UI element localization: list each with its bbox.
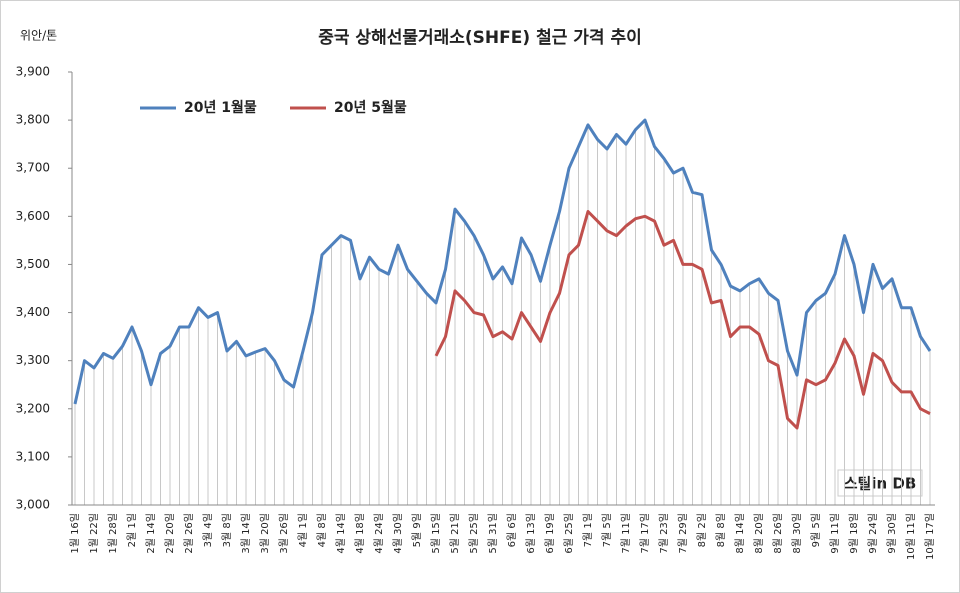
- x-tick-label: 7월 1일: [582, 513, 594, 547]
- x-tick-label: 9월 18일: [848, 513, 860, 554]
- y-tick-label: 3,500: [16, 257, 50, 271]
- x-tick-label: 3월 26일: [278, 513, 290, 554]
- x-tick-label: 6월 13일: [525, 513, 537, 554]
- x-tick-label: 5월 31일: [487, 513, 499, 554]
- x-tick-label: 10월 17일: [924, 513, 936, 560]
- x-tick-label: 4월 18일: [354, 513, 366, 554]
- x-tick-label: 4월 1일: [297, 513, 309, 547]
- x-tick-label: 3월 14일: [240, 513, 252, 554]
- chart-title: 중국 상해선물거래소(SHFE) 철근 가격 추이: [318, 28, 642, 48]
- x-tick-label: 6월 25일: [563, 513, 575, 554]
- x-tick-label: 5월 15일: [430, 513, 442, 554]
- x-tick-label: 4월 14일: [335, 513, 347, 554]
- y-tick-label: 3,600: [16, 209, 50, 223]
- watermark: 스틸in DB: [844, 475, 917, 493]
- x-tick-label: 9월 24일: [867, 513, 879, 554]
- x-tick-label: 3월 8일: [221, 513, 233, 547]
- x-tick-label: 9월 11일: [829, 513, 841, 554]
- x-tick-label: 8월 8일: [715, 513, 727, 547]
- x-tick-label: 7월 23일: [658, 513, 670, 554]
- y-axis-label: 위안/톤: [20, 29, 57, 43]
- x-tick-label: 4월 30일: [392, 513, 404, 554]
- x-tick-label: 5월 21일: [449, 513, 461, 554]
- x-tick-label: 4월 8일: [316, 513, 328, 547]
- x-tick-label: 7월 11일: [620, 513, 632, 554]
- x-tick-label: 2월 26일: [183, 513, 195, 554]
- x-tick-label: 7월 5일: [601, 513, 613, 547]
- series-line: [434, 210, 931, 430]
- x-tick-label: 7월 29일: [677, 513, 689, 554]
- x-tick-label: 5월 9일: [411, 513, 423, 547]
- y-tick-label: 3,300: [16, 353, 50, 367]
- y-tick-label: 3,100: [16, 449, 50, 463]
- x-tick-label: 2월 14일: [145, 513, 157, 554]
- x-tick-label: 6월 6일: [506, 513, 518, 547]
- x-tick-label: 2월 1일: [126, 513, 138, 547]
- x-tick-label: 1월 16일: [69, 513, 81, 554]
- x-tick-label: 7월 17일: [639, 513, 651, 554]
- y-tick-label: 3,900: [16, 65, 50, 79]
- x-tick-label: 6월 19일: [544, 513, 556, 554]
- y-tick-label: 3,800: [16, 113, 50, 127]
- y-tick-label: 3,700: [16, 161, 50, 175]
- x-tick-label: 8월 26일: [772, 513, 784, 554]
- x-tick-label: 4월 24일: [373, 513, 385, 554]
- x-tick-label: 8월 14일: [734, 513, 746, 554]
- x-tick-label: 8월 2일: [696, 513, 708, 547]
- series-line: [73, 118, 932, 405]
- x-tick-label: 5월 25일: [468, 513, 480, 554]
- x-tick-label: 8월 20일: [753, 513, 765, 554]
- x-tick-label: 2월 20일: [164, 513, 176, 554]
- x-tick-label: 8월 30일: [791, 513, 803, 554]
- legend-label: 20년 5월물: [334, 99, 407, 116]
- x-tick-label: 3월 20일: [259, 513, 271, 554]
- x-tick-label: 9월 30일: [886, 513, 898, 554]
- y-tick-label: 3,400: [16, 305, 50, 319]
- legend-label: 20년 1월물: [184, 99, 257, 116]
- y-tick-label: 3,200: [16, 401, 50, 415]
- x-tick-label: 9월 5일: [810, 513, 822, 547]
- y-tick-label: 3,000: [16, 498, 50, 512]
- x-tick-label: 1월 28일: [107, 513, 119, 554]
- x-tick-label: 3월 4일: [202, 513, 214, 547]
- x-tick-label: 1월 22일: [88, 513, 100, 554]
- x-tick-label: 10월 11일: [905, 513, 917, 560]
- watermark-box: [837, 469, 923, 497]
